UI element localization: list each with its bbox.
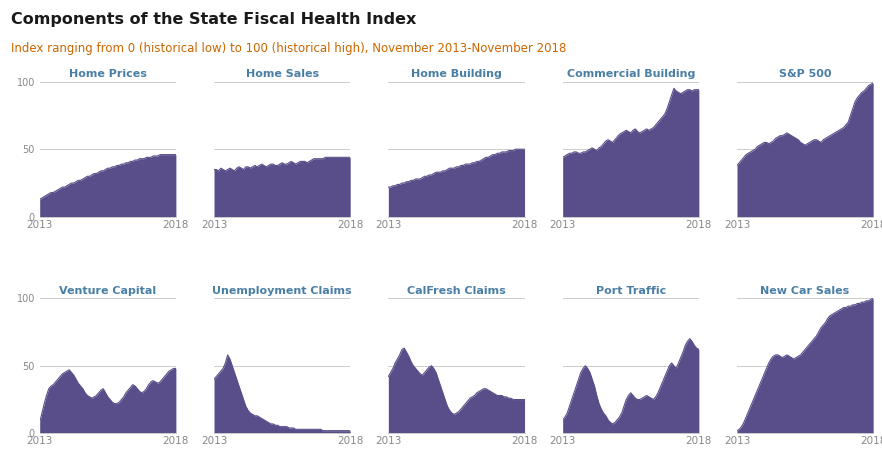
Title: New Car Sales: New Car Sales: [760, 286, 849, 296]
Title: S&P 500: S&P 500: [779, 69, 832, 79]
Title: Home Building: Home Building: [411, 69, 502, 79]
Text: Index ranging from 0 (historical low) to 100 (historical high), November 2013-No: Index ranging from 0 (historical low) to…: [11, 42, 566, 55]
Title: Venture Capital: Venture Capital: [59, 286, 156, 296]
Title: Port Traffic: Port Traffic: [595, 286, 666, 296]
Text: Components of the State Fiscal Health Index: Components of the State Fiscal Health In…: [11, 12, 416, 27]
Title: Home Sales: Home Sales: [245, 69, 318, 79]
Title: Home Prices: Home Prices: [69, 69, 146, 79]
Title: Commercial Building: Commercial Building: [566, 69, 695, 79]
Title: CalFresh Claims: CalFresh Claims: [407, 286, 505, 296]
Title: Unemployment Claims: Unemployment Claims: [213, 286, 352, 296]
